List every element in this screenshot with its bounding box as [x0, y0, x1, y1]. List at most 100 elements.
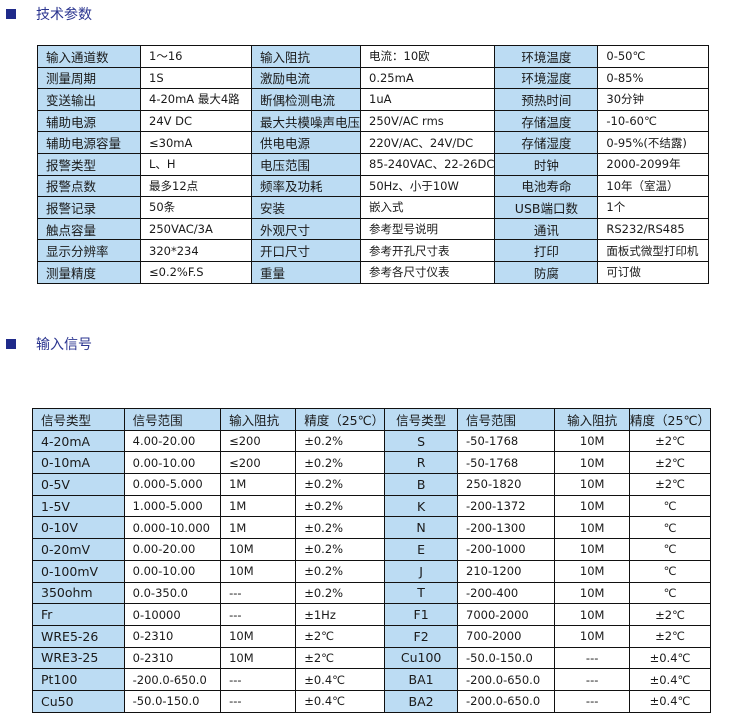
square-bullet-icon: [6, 339, 16, 349]
table-row: 报警点数 最多12点 频率及功耗 50Hz、小于10W 电池寿命 10年（室温）: [37, 174, 709, 198]
input-impedance: 10M: [554, 581, 631, 605]
param-label: 测量精度: [37, 260, 141, 284]
accuracy: ±0.2%: [295, 516, 386, 540]
param-value: 85-240VAC、22-26DC: [360, 152, 496, 176]
input-impedance: 1M: [220, 473, 297, 496]
column-header: 信号类型: [384, 408, 459, 431]
accuracy: ±0.4℃: [295, 689, 386, 713]
param-label: 安装: [250, 196, 362, 219]
param-label: 防腐: [494, 260, 599, 284]
table-row: 输入通道数 1～16 输入阻抗 电流：10欧 环境温度 0-50℃: [37, 45, 709, 68]
signal-type: K: [384, 494, 459, 518]
accuracy: ±2℃: [629, 473, 711, 496]
signal-type: N: [384, 516, 459, 540]
accuracy: ±0.4℃: [629, 646, 711, 670]
signal-range: -200.0-650.0: [123, 668, 222, 691]
signal-type: F1: [384, 603, 459, 626]
input-impedance: 10M: [554, 494, 631, 518]
accuracy: ±2℃: [295, 646, 386, 670]
column-header: 信号类型: [32, 408, 125, 431]
param-label: 环境温度: [494, 45, 599, 68]
signal-range: -200-1372: [457, 494, 556, 518]
table-row: 0-20mV 0.00-20.00 10M ±0.2% E -200-1000 10M ℃: [32, 538, 711, 561]
signal-range: -200-1000: [457, 538, 556, 561]
signal-range: 0-2310: [123, 624, 222, 648]
input-impedance: ---: [220, 668, 297, 691]
accuracy: ℃: [629, 516, 711, 540]
param-value: 10年（室温）: [597, 174, 709, 198]
signal-range: 250-1820: [457, 473, 556, 496]
param-label: 变送输出: [37, 88, 141, 111]
table-row: 报警记录 50条 安装 嵌入式 USB端口数 1个: [37, 196, 709, 219]
param-value: 嵌入式: [360, 196, 496, 219]
param-label: 断偶检测电流: [250, 88, 362, 111]
signal-type: 0-5V: [32, 473, 125, 496]
accuracy: ℃: [629, 559, 711, 583]
input-impedance: ---: [554, 646, 631, 670]
signal-type: 1-5V: [32, 494, 125, 518]
signal-type: WRE5-26: [32, 624, 125, 648]
signal-range: 0.000-5.000: [123, 473, 222, 496]
accuracy: ±2℃: [629, 429, 711, 453]
accuracy: ±0.2%: [295, 559, 386, 583]
table-row: 辅助电源容量 ≤30mA 供电电源 220V/AC、24V/DC 存储湿度 0-95%(不…: [37, 131, 709, 154]
signal-range: -200.0-650.0: [457, 668, 556, 691]
param-label: 报警点数: [37, 174, 141, 198]
signal-range: 210-1200: [457, 559, 556, 583]
table-row: 测量周期 1S 激励电流 0.25mA 环境湿度 0-85%: [37, 66, 709, 90]
param-label: 通讯: [494, 217, 599, 241]
signal-range: -50.0-150.0: [123, 689, 222, 713]
table-row: Fr 0-10000 --- ±1Hz F1 7000-2000 10M ±2℃: [32, 603, 711, 626]
param-value: 0-95%(不结露): [597, 131, 709, 154]
signal-type: 0-100mV: [32, 559, 125, 583]
signal-range: -50.0-150.0: [457, 646, 556, 670]
table-row: 触点容量 250VAC/3A 外观尺寸 参考型号说明 通讯 RS232/RS485: [37, 217, 709, 241]
param-label: 电池寿命: [494, 174, 599, 198]
column-header: 信号范围: [457, 408, 556, 431]
signal-range: -200-400: [457, 581, 556, 605]
input-impedance: 10M: [554, 559, 631, 583]
table-row: 1-5V 1.000-5.000 1M ±0.2% K -200-1372 10M ℃: [32, 494, 711, 518]
column-header: 精度（25℃）: [629, 408, 711, 431]
signal-range: -200-1300: [457, 516, 556, 540]
param-label: 环境湿度: [494, 66, 599, 90]
signal-type: 0-20mV: [32, 538, 125, 561]
signal-type: S: [384, 429, 459, 453]
signal-type: Cu100: [384, 646, 459, 670]
accuracy: ±1Hz: [295, 603, 386, 626]
table-row: 报警类型 L、H 电压范围 85-240VAC、22-26DC 时钟 2000-2099年: [37, 152, 709, 176]
param-value: ≤30mA: [140, 131, 252, 154]
signal-range: 0.0-350.0: [123, 581, 222, 605]
column-header: 输入阻抗: [220, 408, 297, 431]
signal-type: 4-20mA: [32, 429, 125, 453]
header-row: 信号类型 信号范围 输入阻抗 精度（25℃） 信号类型 信号范围 输入阻抗 精度（25℃）: [32, 408, 711, 431]
signal-type: 0-10mA: [32, 451, 125, 475]
signal-type: WRE3-25: [32, 646, 125, 670]
param-label: 外观尺寸: [250, 217, 362, 241]
input-impedance: 10M: [220, 538, 297, 561]
param-label: 最大共模噪声电压: [250, 109, 362, 133]
param-label: 时钟: [494, 152, 599, 176]
param-value: 参考开孔尺寸表: [360, 239, 496, 262]
square-bullet-icon: [6, 9, 16, 19]
accuracy: ±2℃: [629, 451, 711, 475]
input-impedance: 10M: [554, 451, 631, 475]
param-value: 50Hz、小于10W: [360, 174, 496, 198]
param-label: 报警类型: [37, 152, 141, 176]
signal-type: Fr: [32, 603, 125, 626]
tech-params-table: 输入通道数 1～16 输入阻抗 电流：10欧 环境温度 0-50℃ 测量周期 1S 激励电流 0.…: [37, 45, 709, 284]
param-label: 显示分辨率: [37, 239, 141, 262]
param-value: 参考型号说明: [360, 217, 496, 241]
input-impedance: 10M: [554, 603, 631, 626]
param-value: 面板式微型打印机: [597, 239, 709, 262]
signal-range: 700-2000: [457, 624, 556, 648]
input-impedance: 10M: [554, 538, 631, 561]
signal-type: R: [384, 451, 459, 475]
input-impedance: 10M: [554, 516, 631, 540]
param-value: 4-20mA 最大4路: [140, 88, 252, 111]
param-value: 电流：10欧: [360, 45, 496, 68]
section-title-text: 输入信号: [36, 337, 92, 353]
accuracy: ±0.2%: [295, 473, 386, 496]
param-value: 0.25mA: [360, 66, 496, 90]
param-label: 存储湿度: [494, 131, 599, 154]
